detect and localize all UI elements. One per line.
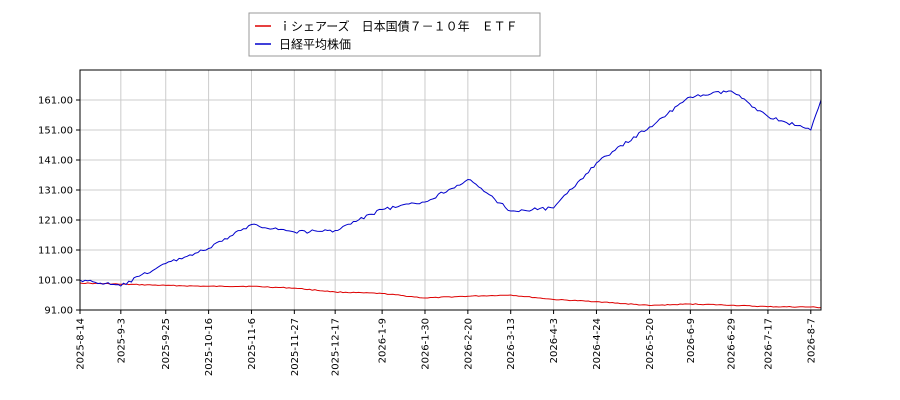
x-tick-label: 2025-11-27 (290, 318, 301, 376)
x-tick-label: 2026-6-29 (727, 318, 738, 370)
x-tick-label: 2026-2-20 (463, 318, 474, 370)
x-tick-label: 2025-8-14 (76, 318, 87, 370)
y-tick-label: 101.00 (38, 276, 73, 287)
legend-label-2: 日経平均株価 (279, 37, 351, 52)
x-tick-label: 2026-6-9 (686, 318, 697, 363)
x-tick-label: 2026-8-7 (806, 318, 817, 363)
x-tick-label: 2026-5-20 (645, 318, 656, 370)
y-tick-label: 91.00 (44, 306, 73, 317)
y-tick-label: 121.00 (38, 216, 73, 227)
x-tick-label: 2026-4-24 (592, 318, 603, 370)
y-tick-label: 111.00 (38, 246, 73, 257)
y-tick-label: 161.00 (38, 96, 73, 107)
series-layer (79, 90, 822, 309)
x-tick-label: 2025-9-25 (161, 318, 172, 370)
x-tick-label: 2025-9-3 (116, 318, 127, 363)
y-axis: 91.00 101.00 111.00 121.00 131.00 141.00 151.0… (38, 96, 80, 317)
y-tick-label: 131.00 (38, 186, 73, 197)
x-tick-label: 2025-11-6 (247, 318, 258, 370)
x-tick-label: 2025-10-16 (204, 318, 215, 376)
x-tick-label: 2025-12-17 (331, 318, 342, 376)
x-tick-label: 2026-1-9 (378, 318, 389, 363)
x-tick-label: 2026-3-13 (506, 318, 517, 370)
series-line-2 (79, 90, 822, 287)
x-tick-label: 2026-4-3 (549, 318, 560, 363)
legend-label-1: ｉシェアーズ 日本国債７－１０年 ＥＴＦ (279, 19, 518, 34)
x-axis: 2025-8-14 2025-9-3 2025-9-25 2025-10-16 2025… (76, 310, 817, 376)
y-tick-label: 141.00 (38, 156, 73, 167)
series-line-1 (79, 282, 822, 309)
legend-box (248, 12, 541, 57)
x-tick-label: 2026-7-17 (763, 318, 774, 370)
legend: ｉシェアーズ 日本国債７－１０年 ＥＴＦ 日経平均株価 (248, 12, 541, 57)
y-tick-label: 151.00 (38, 126, 73, 137)
x-tick-label: 2026-1-30 (420, 318, 431, 370)
